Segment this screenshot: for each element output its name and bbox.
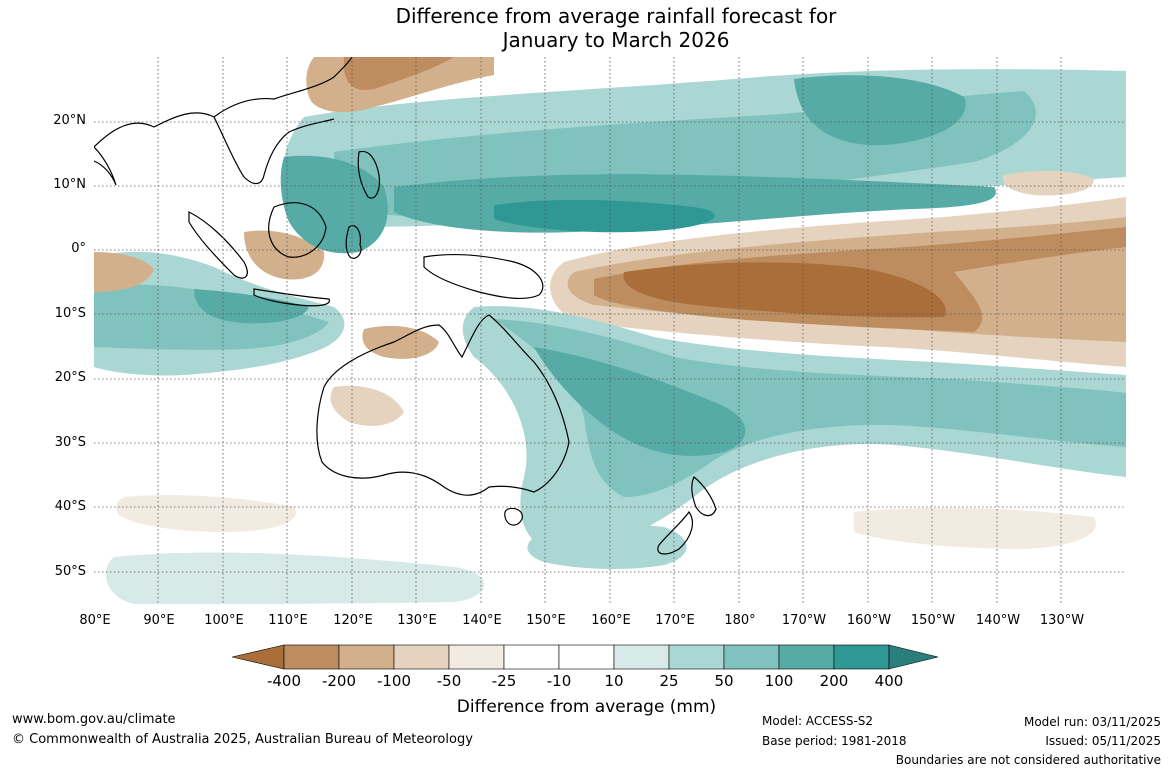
legend-title: Difference from average (mm) (456, 697, 717, 717)
legend-tick-minus-25: -25 (491, 672, 517, 690)
sulawesi-outline (345, 225, 362, 259)
asia-mainland-outline (94, 57, 353, 185)
legend-swatch-9 (723, 644, 780, 670)
lat-label-50s: 50°S (54, 564, 86, 579)
lon-label-150w: 150°W (910, 613, 956, 628)
legend-swatch-7 (613, 644, 670, 670)
footer-model: Model: ACCESS-S2 (762, 714, 874, 728)
lon-label-80e: 80°E (79, 613, 111, 628)
legend-swatch-8 (668, 644, 725, 670)
lon-label-140e: 140°E (462, 613, 502, 628)
title-line-1: Difference from average rainfall forecas… (395, 4, 837, 28)
lon-label-170w: 170°W (781, 613, 827, 628)
new-guinea-outline (423, 253, 544, 300)
lat-label-40s: 40°S (54, 499, 86, 514)
dry-patch-east-asia-inner (343, 57, 454, 90)
footer-copyright: © Commonwealth of Australia 2025, Austra… (12, 732, 473, 747)
lon-label-120e: 120°E (333, 613, 373, 628)
legend-arrow-high (888, 644, 939, 670)
lat-label-equator: 0° (71, 241, 86, 256)
lon-label-100e: 100°E (204, 613, 244, 628)
lon-label-140w: 140°W (975, 613, 1021, 628)
lon-label-160e: 160°E (591, 613, 631, 628)
legend-tick-minus-50: -50 (436, 672, 462, 690)
lon-label-160w: 160°W (846, 613, 892, 628)
dry-patch-north-australia (362, 325, 439, 359)
gridlines (94, 57, 1126, 604)
java-outline (253, 288, 330, 307)
legend-tick-50: 50 (714, 672, 734, 690)
lat-label-10n: 10°N (53, 177, 86, 192)
india-outline (94, 146, 117, 186)
footer-website: www.bom.gov.au/climate (12, 712, 176, 727)
legend-swatch-11 (833, 644, 890, 670)
footer-model-run: Model run: 03/11/2025 (1023, 715, 1161, 729)
legend-swatch-4 (448, 644, 505, 670)
legend-tick-minus-200: -200 (321, 672, 357, 690)
dry-patch-central-australia (330, 385, 404, 426)
lat-label-20n: 20°N (53, 113, 86, 128)
wet-patch-southern-ocean (105, 552, 484, 604)
lon-label-90e: 90°E (143, 613, 175, 628)
new-zealand-north-outline (691, 476, 717, 517)
title-line-2: January to March 2026 (502, 28, 730, 52)
legend-swatch-5 (503, 644, 560, 670)
wet-swath-south-pacific-mid (494, 319, 1126, 497)
footer-base-period: Base period: 1981-2018 (762, 734, 907, 748)
sumatra-outline (188, 211, 248, 279)
legend-tick-minus-100: -100 (376, 672, 412, 690)
philippines-outline (357, 150, 381, 199)
wet-patch-tasman (527, 525, 687, 569)
footer-issued: Issued: 05/11/2025 (1045, 734, 1161, 748)
tasmania-outline (504, 507, 523, 526)
wet-patch-hawaii (794, 75, 966, 146)
legend-tick-25: 25 (659, 672, 679, 690)
legend-colorbar (232, 644, 939, 670)
legend-tick-minus-10: -10 (546, 672, 572, 690)
legend-swatch-10 (778, 644, 835, 670)
lon-label-180: 180° (724, 613, 756, 628)
australia-outline (316, 314, 570, 496)
new-zealand-south-outline (657, 510, 693, 555)
legend-swatch-1 (283, 644, 340, 670)
legend-tick-minus-400: -400 (266, 672, 302, 690)
legend-tick-10: 10 (604, 672, 624, 690)
dry-patch-west-indian-ocean (94, 252, 154, 292)
borneo-outline (268, 202, 327, 258)
land-outlines (94, 57, 717, 555)
dry-core-central-pacific (623, 262, 946, 318)
footer-disclaimer: Boundaries are not considered authoritat… (895, 753, 1161, 767)
legend-swatch-2 (338, 644, 395, 670)
dry-patch-southern-ocean (116, 495, 296, 532)
map-canvas (94, 57, 1126, 604)
lon-label-110e: 110°E (268, 613, 308, 628)
dry-patch-southeast-pacific (854, 507, 1096, 549)
map-title: Difference from average rainfall forecas… (0, 4, 1173, 52)
lat-label-30s: 30°S (54, 435, 86, 450)
lat-label-20s: 20°S (54, 370, 86, 385)
lon-label-170e: 170°E (655, 613, 695, 628)
lon-label-130e: 130°E (397, 613, 437, 628)
legend-tick-200: 200 (819, 672, 849, 690)
legend-tick-100: 100 (764, 672, 794, 690)
legend-swatch-6 (558, 644, 615, 670)
wet-core-north-pacific (494, 199, 715, 233)
rainfall-anomaly-map (94, 57, 1126, 604)
legend-swatch-3 (393, 644, 450, 670)
lat-label-10s: 10°S (54, 306, 86, 321)
legend-arrow-low (232, 644, 285, 670)
lon-label-130w: 130°W (1039, 613, 1085, 628)
wet-band-indian-ocean-mid (94, 284, 329, 350)
dry-patch-east-pacific-north (1002, 170, 1094, 196)
lon-label-150e: 150°E (526, 613, 566, 628)
legend-tick-400: 400 (874, 672, 904, 690)
wet-core-south-pacific (534, 347, 746, 456)
